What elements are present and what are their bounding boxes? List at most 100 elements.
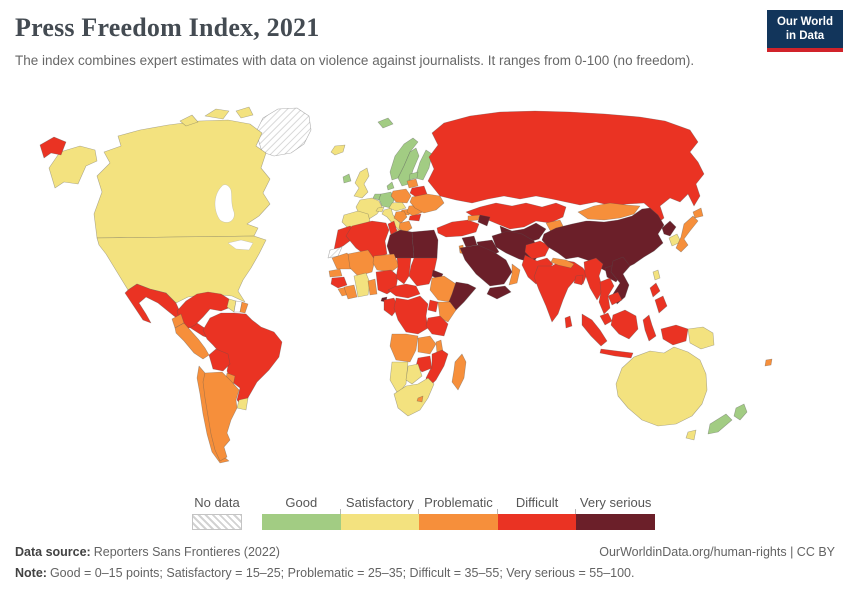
region-libya[interactable]: [386, 229, 415, 259]
region-benelux[interactable]: [372, 193, 382, 201]
region-yemen[interactable]: [486, 285, 512, 300]
region-estonia[interactable]: [408, 171, 419, 181]
region-papua-new-guinea[interactable]: [687, 326, 715, 350]
region-indonesia-sulawesi[interactable]: [642, 314, 657, 342]
region-uruguay[interactable]: [236, 397, 249, 411]
region-denmark[interactable]: [386, 181, 395, 191]
region-bolivia[interactable]: [208, 348, 231, 372]
region-australia[interactable]: [615, 346, 708, 427]
region-turkey[interactable]: [436, 219, 480, 238]
region-mongolia[interactable]: [577, 202, 641, 221]
region-azerbaijan[interactable]: [477, 214, 491, 227]
region-balkans[interactable]: [393, 210, 408, 224]
region-sudan[interactable]: [408, 257, 438, 287]
region-madagascar[interactable]: [451, 353, 467, 391]
region-japan-honshu[interactable]: [675, 215, 699, 253]
region-guinea[interactable]: [330, 276, 348, 289]
region-tasmania[interactable]: [685, 429, 697, 441]
region-algeria[interactable]: [345, 220, 390, 261]
region-kenya[interactable]: [437, 301, 457, 323]
legend-category-problematic[interactable]: Problematic: [419, 496, 498, 530]
region-sri-lanka[interactable]: [564, 315, 573, 329]
region-arctic-island[interactable]: [235, 106, 254, 119]
region-somalia[interactable]: [447, 281, 477, 315]
region-afghanistan[interactable]: [524, 240, 551, 260]
region-uganda[interactable]: [427, 299, 439, 313]
region-north-korea[interactable]: [661, 220, 677, 237]
region-ireland[interactable]: [342, 173, 352, 184]
region-fiji[interactable]: [764, 358, 773, 367]
region-indonesia-java[interactable]: [599, 348, 634, 359]
region-argentina[interactable]: [202, 371, 240, 462]
region-iceland[interactable]: [330, 144, 346, 156]
region-alaska[interactable]: [48, 145, 98, 189]
region-malaysia[interactable]: [599, 312, 613, 326]
region-tunisia[interactable]: [387, 220, 398, 236]
legend-category-satisfactory[interactable]: Satisfactory: [340, 496, 420, 530]
region-senegal[interactable]: [328, 268, 343, 278]
region-tanzania[interactable]: [425, 315, 449, 337]
region-philippines-mindanao[interactable]: [654, 295, 668, 314]
legend-category-difficult[interactable]: Difficult: [497, 496, 577, 530]
region-greenland[interactable]: [255, 107, 312, 157]
region-japan-hokkaido[interactable]: [692, 207, 704, 219]
region-russia[interactable]: [427, 110, 705, 227]
region-united-kingdom[interactable]: [353, 167, 370, 199]
region-bulgaria[interactable]: [408, 213, 422, 222]
owid-logo[interactable]: Our World in Data: [767, 10, 843, 52]
region-mozambique[interactable]: [425, 349, 449, 389]
region-oman-uae[interactable]: [508, 263, 521, 286]
region-norway[interactable]: [389, 137, 419, 181]
region-philippines-luzon[interactable]: [649, 282, 661, 298]
legend-no-data[interactable]: No data: [192, 496, 242, 530]
region-gabon-congo[interactable]: [383, 297, 399, 317]
region-indonesia-borneo[interactable]: [610, 309, 639, 340]
region-sweden[interactable]: [397, 147, 420, 187]
region-south-africa[interactable]: [393, 377, 435, 417]
region-svalbard[interactable]: [377, 117, 394, 129]
region-latvia-lithuania[interactable]: [406, 178, 419, 189]
region-drc[interactable]: [393, 295, 429, 335]
region-botswana[interactable]: [405, 363, 423, 385]
region-greece[interactable]: [398, 220, 413, 234]
region-egypt[interactable]: [411, 229, 439, 259]
legend-category-good[interactable]: Good: [262, 496, 341, 530]
region-indonesia-sumatra[interactable]: [581, 313, 608, 347]
region-chad[interactable]: [395, 257, 412, 285]
region-thailand[interactable]: [598, 277, 615, 315]
region-mali[interactable]: [347, 249, 376, 277]
legend-category-very_serious[interactable]: Very serious: [576, 496, 655, 530]
region-new-zealand-south[interactable]: [707, 413, 733, 435]
region-switzerland[interactable]: [375, 206, 385, 213]
region-cameroon-car[interactable]: [387, 283, 421, 299]
region-lesotho[interactable]: [416, 395, 424, 403]
region-poland[interactable]: [390, 188, 412, 204]
region-china[interactable]: [541, 207, 665, 274]
region-niger[interactable]: [372, 253, 400, 273]
region-nepal[interactable]: [550, 257, 575, 269]
region-burkina-faso-ghana[interactable]: [353, 272, 371, 298]
region-zambia[interactable]: [417, 335, 437, 355]
region-chukotka[interactable]: [39, 136, 67, 159]
region-vietnam[interactable]: [610, 256, 631, 305]
region-ivory-coast[interactable]: [343, 284, 358, 300]
region-canada[interactable]: [93, 119, 271, 239]
region-saudi-arabia[interactable]: [459, 244, 513, 287]
region-new-zealand-north[interactable]: [733, 403, 748, 421]
region-cambodia[interactable]: [607, 291, 623, 306]
region-ukraine[interactable]: [409, 193, 445, 214]
region-indonesia-west-papua[interactable]: [660, 324, 689, 346]
region-togo-benin[interactable]: [367, 278, 378, 296]
region-arctic-island[interactable]: [204, 108, 230, 120]
region-india[interactable]: [533, 259, 588, 323]
region-angola[interactable]: [389, 333, 419, 363]
region-myanmar[interactable]: [583, 257, 604, 301]
owid-url-link[interactable]: OurWorldinData.org/human-rights: [599, 545, 787, 559]
region-bangladesh[interactable]: [573, 274, 584, 286]
region-french-guiana[interactable]: [239, 301, 249, 314]
region-taiwan[interactable]: [652, 269, 661, 281]
region-georgia[interactable]: [467, 214, 481, 222]
region-syria[interactable]: [461, 235, 478, 248]
region-arctic-island[interactable]: [179, 114, 199, 127]
region-kazakhstan[interactable]: [465, 202, 567, 230]
